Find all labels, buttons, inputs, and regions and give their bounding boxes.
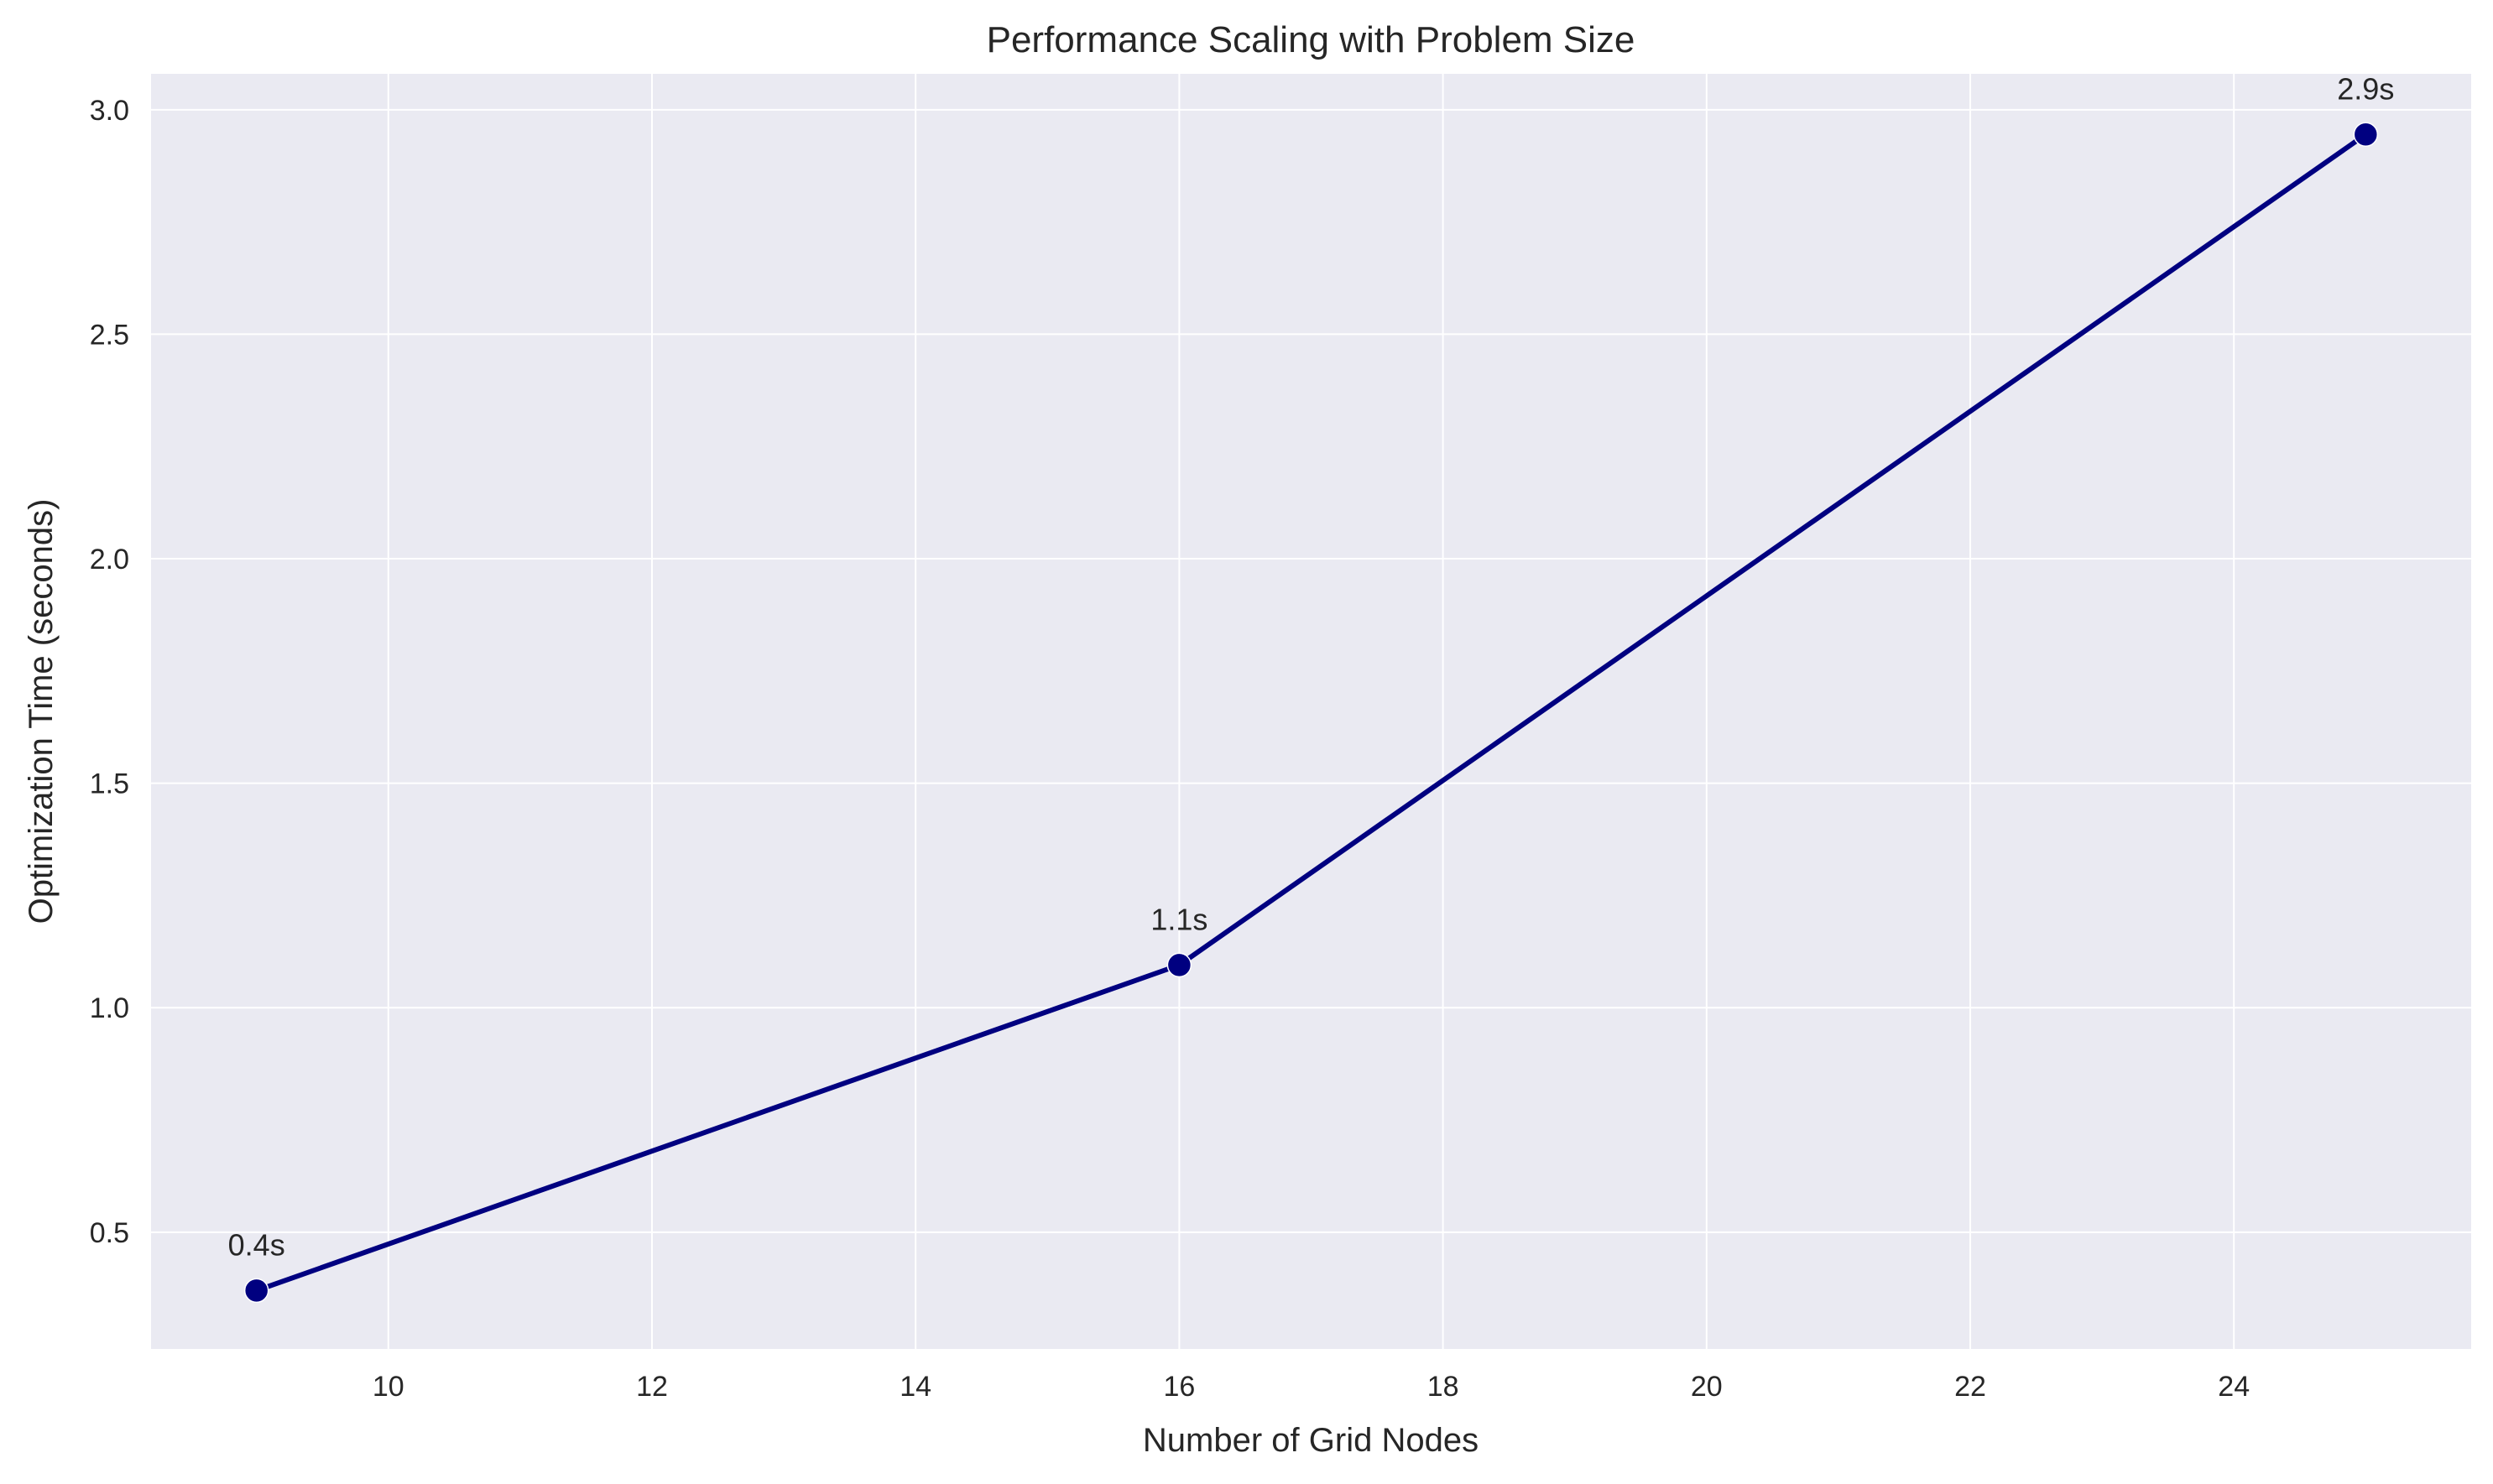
x-tick-label: 20 xyxy=(1691,1371,1723,1403)
plot-area xyxy=(151,74,2471,1349)
y-tick-label: 2.5 xyxy=(90,319,129,351)
x-tick-label: 10 xyxy=(373,1371,404,1403)
x-tick-label: 22 xyxy=(1954,1371,1986,1403)
x-axis-ticks: 10 12 14 16 18 20 22 24 xyxy=(373,1371,2250,1403)
y-tick-label: 1.5 xyxy=(90,768,129,800)
y-tick-label: 2.0 xyxy=(90,544,129,575)
x-tick-label: 12 xyxy=(636,1371,668,1403)
data-point xyxy=(243,1278,269,1304)
x-axis-title: Number of Grid Nodes xyxy=(1143,1422,1479,1459)
y-axis-ticks: 0.5 1.0 1.5 2.0 2.5 3.0 xyxy=(90,95,129,1249)
y-tick-label: 3.0 xyxy=(90,95,129,127)
y-tick-label: 1.0 xyxy=(90,992,129,1024)
x-tick-label: 18 xyxy=(1427,1371,1459,1403)
data-label: 0.4s xyxy=(228,1227,285,1262)
x-tick-label: 16 xyxy=(1163,1371,1195,1403)
y-tick-label: 0.5 xyxy=(90,1217,129,1249)
data-label: 1.1s xyxy=(1150,902,1207,936)
data-label: 2.9s xyxy=(2337,71,2394,106)
data-point xyxy=(2353,122,2379,148)
chart-title: Performance Scaling with Problem Size xyxy=(987,19,1635,60)
series-line-group: 0.4s 1.1s 2.9s xyxy=(228,71,2394,1304)
data-point xyxy=(1166,952,1192,978)
x-tick-label: 24 xyxy=(2218,1371,2250,1403)
y-axis-title: Optimization Time (seconds) xyxy=(23,499,60,924)
x-tick-label: 14 xyxy=(900,1371,931,1403)
